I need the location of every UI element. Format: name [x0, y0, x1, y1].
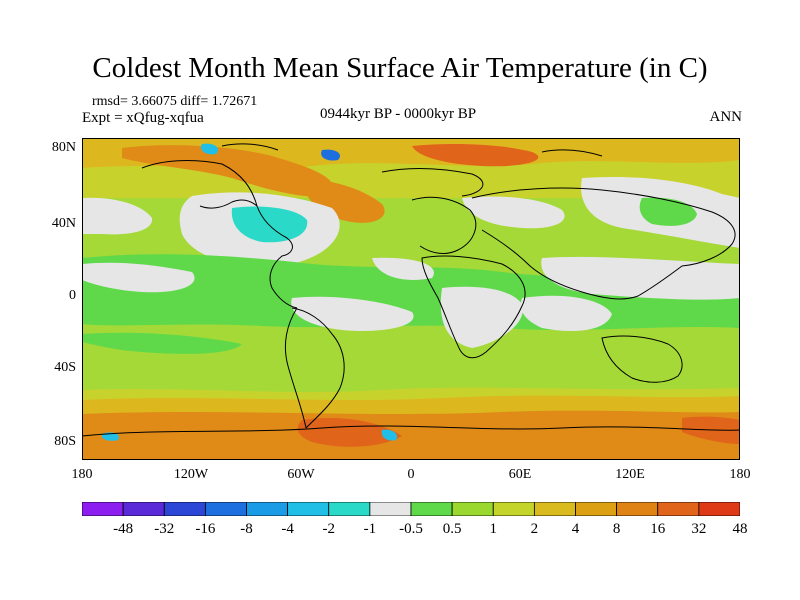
x-tick-label: 60E [508, 467, 532, 482]
period-label: 0944kyr BP - 0000kyr BP [320, 106, 477, 122]
colorbar-swatch [410, 502, 453, 516]
colorbar-swatch [246, 502, 289, 516]
colorbar-tick-label: -4 [281, 521, 294, 537]
colorbar-swatch [328, 502, 371, 516]
colorbar-tick-label: -0.5 [399, 521, 423, 537]
colorbar-swatch [163, 502, 206, 516]
colorbar-swatch [369, 502, 412, 516]
colorbar-swatch [575, 502, 618, 516]
colorbar-tick-label: -32 [154, 521, 175, 537]
colorbar-swatch [492, 502, 535, 516]
colorbar [82, 502, 740, 516]
colorbar-swatch [451, 502, 494, 516]
colorbar-tick-label: -16 [195, 521, 216, 537]
colorbar-tick-label: 32 [691, 521, 707, 537]
colorbar-swatch [82, 502, 124, 516]
colorbar-swatch [287, 502, 330, 516]
x-tick-label: 120W [173, 467, 209, 482]
colorbar-swatch [122, 502, 165, 516]
colorbar-tick-label: -1 [363, 521, 377, 537]
temperature-difference-map [82, 138, 740, 460]
colorbar-tick-label: 1 [489, 521, 498, 537]
colorbar-tick-label: 4 [571, 521, 580, 537]
colorbar-tick-label: 2 [530, 521, 539, 537]
colorbar-swatch [616, 502, 659, 516]
season-label: ANN [709, 109, 743, 125]
y-tick-label: 80N [51, 140, 76, 155]
colorbar-tick-label: -48 [113, 521, 134, 537]
colorbar-tick-label: 8 [612, 521, 621, 537]
colorbar-swatch [698, 502, 740, 516]
y-tick-label: 40N [51, 216, 76, 231]
colorbar-tick-label: 16 [650, 521, 666, 537]
x-tick-label: 60W [287, 467, 315, 482]
y-tick-label: 0 [69, 288, 76, 303]
x-tick-label: 0 [407, 467, 415, 482]
colorbar-tick-label: 48 [732, 521, 748, 537]
colorbar-swatch [533, 502, 576, 516]
rmsd-diff-stats: rmsd= 3.66075 diff= 1.72671 [92, 94, 258, 109]
y-tick-label: 40S [54, 360, 76, 375]
x-tick-label: 180 [729, 467, 751, 482]
colorbar-swatch [657, 502, 700, 516]
y-tick-label: 80S [54, 434, 76, 449]
colorbar-swatch [204, 502, 247, 516]
colorbar-tick-label: 0.5 [442, 521, 462, 537]
colorbar-tick-label: -8 [240, 521, 253, 537]
x-tick-label: 120E [615, 467, 645, 482]
experiment-label: Expt = xQfug-xqfua [82, 110, 204, 126]
colorbar-tick-label: -2 [322, 521, 336, 537]
x-tick-label: 180 [71, 467, 93, 482]
map-title: Coldest Month Mean Surface Air Temperatu… [92, 52, 708, 84]
